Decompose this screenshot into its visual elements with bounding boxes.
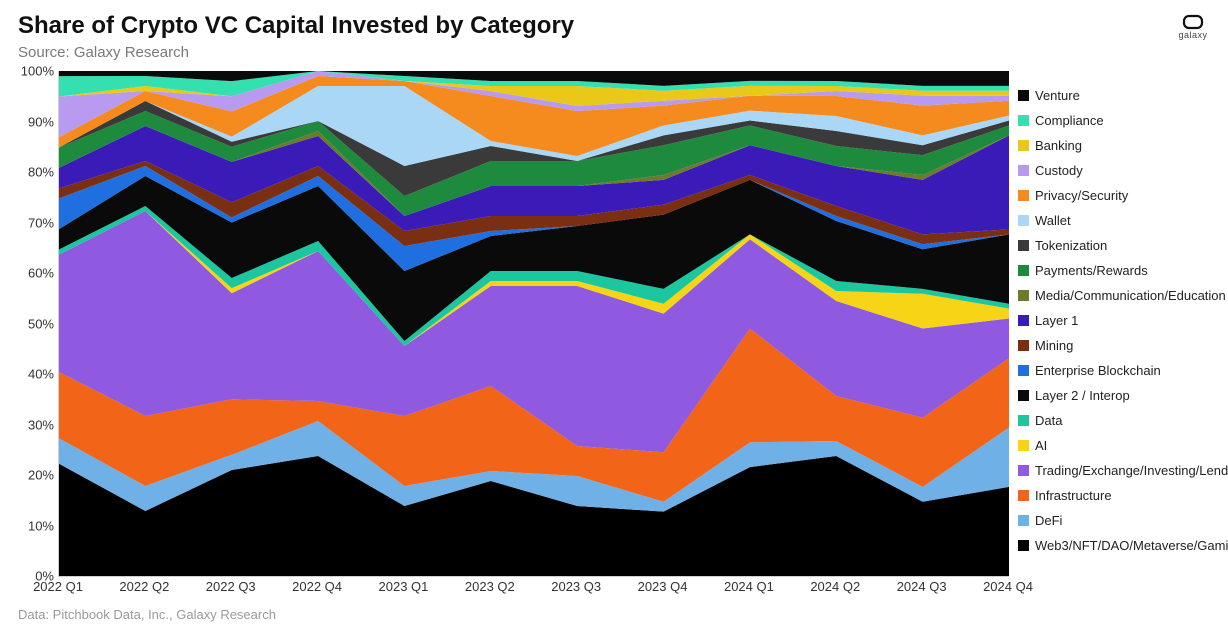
legend-label: AI — [1035, 438, 1047, 453]
legend-label: Mining — [1035, 338, 1073, 353]
legend: Venture Compliance Banking Custody Privacy/S… — [1018, 83, 1218, 558]
chart: 0%10%20%30%40%50%60%70%80%90%100% 2022 Q… — [18, 71, 1208, 601]
legend-item: Layer 1 — [1018, 308, 1218, 333]
legend-item: Custody — [1018, 158, 1218, 183]
legend-swatch — [1018, 265, 1029, 276]
legend-label: Compliance — [1035, 113, 1104, 128]
legend-label: Web3/NFT/DAO/Metaverse/Gaming — [1035, 538, 1228, 553]
brand-logo-text: galaxy — [1178, 30, 1208, 40]
legend-swatch — [1018, 390, 1029, 401]
x-tick-label: 2022 Q4 — [292, 579, 342, 594]
legend-swatch — [1018, 340, 1029, 351]
legend-swatch — [1018, 290, 1029, 301]
x-tick-label: 2023 Q4 — [638, 579, 688, 594]
chart-subtitle: Source: Galaxy Research — [18, 44, 1210, 61]
legend-label: Layer 2 / Interop — [1035, 388, 1130, 403]
legend-label: Data — [1035, 413, 1062, 428]
x-tick-label: 2024 Q4 — [983, 579, 1033, 594]
legend-swatch — [1018, 90, 1029, 101]
y-tick-label: 20% — [18, 468, 54, 483]
legend-swatch — [1018, 165, 1029, 176]
chart-footer: Data: Pitchbook Data, Inc., Galaxy Resea… — [18, 607, 1210, 622]
y-tick-label: 10% — [18, 518, 54, 533]
galaxy-logo-icon — [1181, 12, 1205, 30]
x-tick-label: 2024 Q3 — [897, 579, 947, 594]
legend-item: Trading/Exchange/Investing/Lending — [1018, 458, 1218, 483]
legend-label: Enterprise Blockchain — [1035, 363, 1161, 378]
legend-item: Wallet — [1018, 208, 1218, 233]
legend-item: Privacy/Security — [1018, 183, 1218, 208]
legend-item: Venture — [1018, 83, 1218, 108]
x-tick-label: 2023 Q1 — [379, 579, 429, 594]
legend-label: Custody — [1035, 163, 1083, 178]
legend-item: Tokenization — [1018, 233, 1218, 258]
legend-swatch — [1018, 515, 1029, 526]
y-tick-label: 80% — [18, 165, 54, 180]
legend-swatch — [1018, 540, 1029, 551]
x-tick-label: 2022 Q2 — [119, 579, 169, 594]
y-tick-label: 90% — [18, 114, 54, 129]
legend-item: Media/Communication/Education — [1018, 283, 1218, 308]
legend-swatch — [1018, 115, 1029, 126]
legend-label: Privacy/Security — [1035, 188, 1128, 203]
legend-label: Venture — [1035, 88, 1080, 103]
y-tick-label: 70% — [18, 215, 54, 230]
legend-item: AI — [1018, 433, 1218, 458]
legend-item: Mining — [1018, 333, 1218, 358]
legend-item: Compliance — [1018, 108, 1218, 133]
stacked-areas — [59, 71, 1009, 576]
legend-swatch — [1018, 490, 1029, 501]
x-tick-label: 2022 Q3 — [206, 579, 256, 594]
legend-swatch — [1018, 190, 1029, 201]
legend-swatch — [1018, 365, 1029, 376]
brand-logo: galaxy — [1178, 12, 1208, 40]
y-tick-label: 40% — [18, 367, 54, 382]
y-tick-label: 30% — [18, 417, 54, 432]
legend-label: Media/Communication/Education — [1035, 288, 1226, 303]
legend-item: Infrastructure — [1018, 483, 1218, 508]
legend-item: Enterprise Blockchain — [1018, 358, 1218, 383]
y-tick-label: 100% — [18, 64, 54, 79]
legend-item: DeFi — [1018, 508, 1218, 533]
x-tick-label: 2024 Q1 — [724, 579, 774, 594]
legend-swatch — [1018, 240, 1029, 251]
legend-swatch — [1018, 440, 1029, 451]
legend-swatch — [1018, 465, 1029, 476]
y-tick-label: 50% — [18, 316, 54, 331]
legend-swatch — [1018, 415, 1029, 426]
legend-item: Layer 2 / Interop — [1018, 383, 1218, 408]
x-tick-label: 2023 Q3 — [551, 579, 601, 594]
legend-item: Payments/Rewards — [1018, 258, 1218, 283]
legend-label: Tokenization — [1035, 238, 1107, 253]
legend-label: Payments/Rewards — [1035, 263, 1148, 278]
legend-label: Banking — [1035, 138, 1082, 153]
chart-title: Share of Crypto VC Capital Invested by C… — [18, 12, 1210, 40]
legend-label: Wallet — [1035, 213, 1071, 228]
legend-label: Trading/Exchange/Investing/Lending — [1035, 463, 1228, 478]
legend-item: Web3/NFT/DAO/Metaverse/Gaming — [1018, 533, 1218, 558]
legend-swatch — [1018, 315, 1029, 326]
x-tick-label: 2023 Q2 — [465, 579, 515, 594]
page: galaxy Share of Crypto VC Capital Invest… — [0, 0, 1228, 641]
legend-label: DeFi — [1035, 513, 1062, 528]
legend-label: Layer 1 — [1035, 313, 1078, 328]
legend-swatch — [1018, 140, 1029, 151]
legend-label: Infrastructure — [1035, 488, 1112, 503]
legend-item: Data — [1018, 408, 1218, 433]
x-tick-label: 2024 Q2 — [810, 579, 860, 594]
legend-item: Banking — [1018, 133, 1218, 158]
plot-area — [58, 71, 1009, 577]
x-tick-label: 2022 Q1 — [33, 579, 83, 594]
legend-swatch — [1018, 215, 1029, 226]
y-tick-label: 60% — [18, 266, 54, 281]
